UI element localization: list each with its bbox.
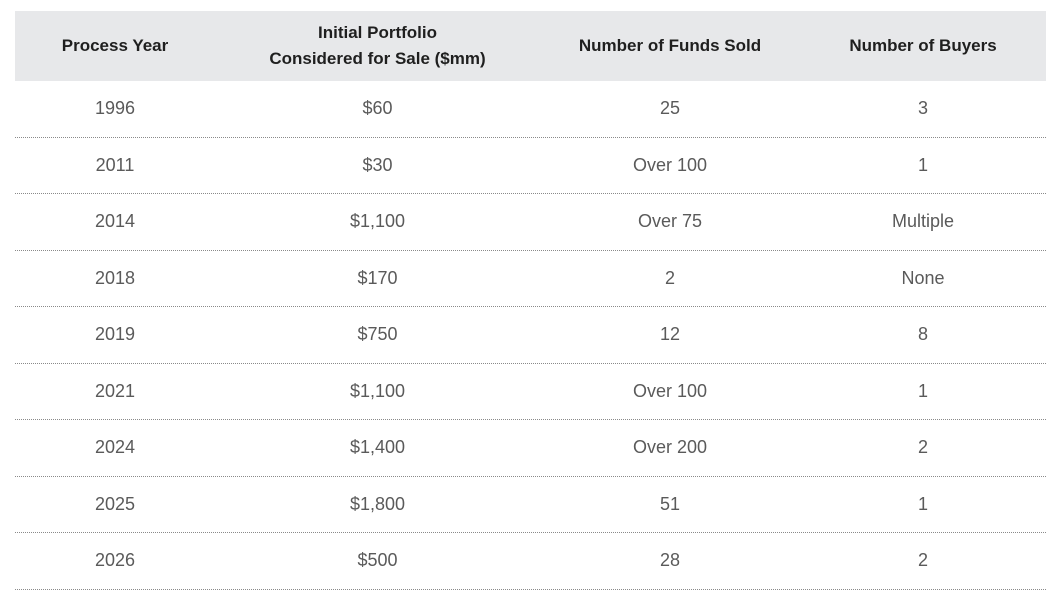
cell-initial-portfolio: $1,100: [349, 380, 406, 401]
cell-funds-sold: 28: [659, 550, 681, 571]
cell-buyers: 1: [917, 493, 928, 514]
table-row: 2011 $30 Over 100 1: [15, 138, 1046, 194]
header-number-of-funds-sold: Number of Funds Sold: [578, 36, 762, 55]
portfolio-sales-table: Process Year Initial Portfolio Considere…: [15, 11, 1046, 590]
cell-funds-sold: Over 75: [637, 211, 703, 232]
cell-buyers: None: [901, 267, 945, 288]
cell-process-year: 2026: [94, 550, 136, 571]
cell-buyers: 1: [917, 154, 928, 175]
cell-initial-portfolio: $1,100: [349, 211, 406, 232]
cell-buyers: 2: [917, 437, 928, 458]
cell-buyers: 8: [917, 324, 928, 345]
cell-initial-portfolio: $30: [362, 154, 393, 175]
cell-funds-sold: Over 100: [632, 154, 708, 175]
cell-initial-portfolio: $750: [357, 324, 398, 345]
cell-buyers: 2: [917, 550, 928, 571]
table-row: 2025 $1,800 51 1: [15, 477, 1046, 533]
cell-process-year: 2014: [94, 211, 136, 232]
header-process-year: Process Year: [61, 36, 169, 55]
table-row: 2026 $500 28 2: [15, 533, 1046, 590]
table-row: 1996 $60 25 3: [15, 81, 1046, 138]
cell-funds-sold: Over 100: [632, 380, 708, 401]
cell-funds-sold: 25: [659, 98, 681, 119]
cell-buyers: Multiple: [891, 211, 955, 232]
table-row: 2021 $1,100 Over 100 1: [15, 364, 1046, 420]
table-header: Process Year Initial Portfolio Considere…: [15, 11, 1046, 81]
cell-initial-portfolio: $1,400: [349, 437, 406, 458]
cell-process-year: 2025: [94, 493, 136, 514]
cell-initial-portfolio: $170: [357, 267, 398, 288]
cell-process-year: 2018: [94, 267, 136, 288]
cell-funds-sold: 51: [659, 493, 681, 514]
cell-process-year: 2024: [94, 437, 136, 458]
cell-process-year: 1996: [94, 98, 136, 119]
cell-funds-sold: 2: [664, 267, 675, 288]
cell-initial-portfolio: $1,800: [349, 493, 406, 514]
cell-process-year: 2019: [94, 324, 136, 345]
cell-funds-sold: 12: [659, 324, 681, 345]
cell-process-year: 2021: [94, 380, 136, 401]
header-number-of-buyers: Number of Buyers: [849, 36, 997, 55]
cell-buyers: 3: [917, 98, 928, 119]
table-row: 2018 $170 2 None: [15, 251, 1046, 307]
table-row: 2019 $750 12 8: [15, 307, 1046, 364]
cell-funds-sold: Over 200: [632, 437, 708, 458]
cell-process-year: 2011: [95, 154, 135, 175]
cell-initial-portfolio: $60: [362, 98, 393, 119]
header-initial-portfolio: Initial Portfolio Considered for Sale ($…: [269, 23, 486, 68]
table-row: 2024 $1,400 Over 200 2: [15, 420, 1046, 477]
cell-buyers: 1: [917, 380, 928, 401]
table-row: 2014 $1,100 Over 75 Multiple: [15, 194, 1046, 251]
cell-initial-portfolio: $500: [357, 550, 398, 571]
